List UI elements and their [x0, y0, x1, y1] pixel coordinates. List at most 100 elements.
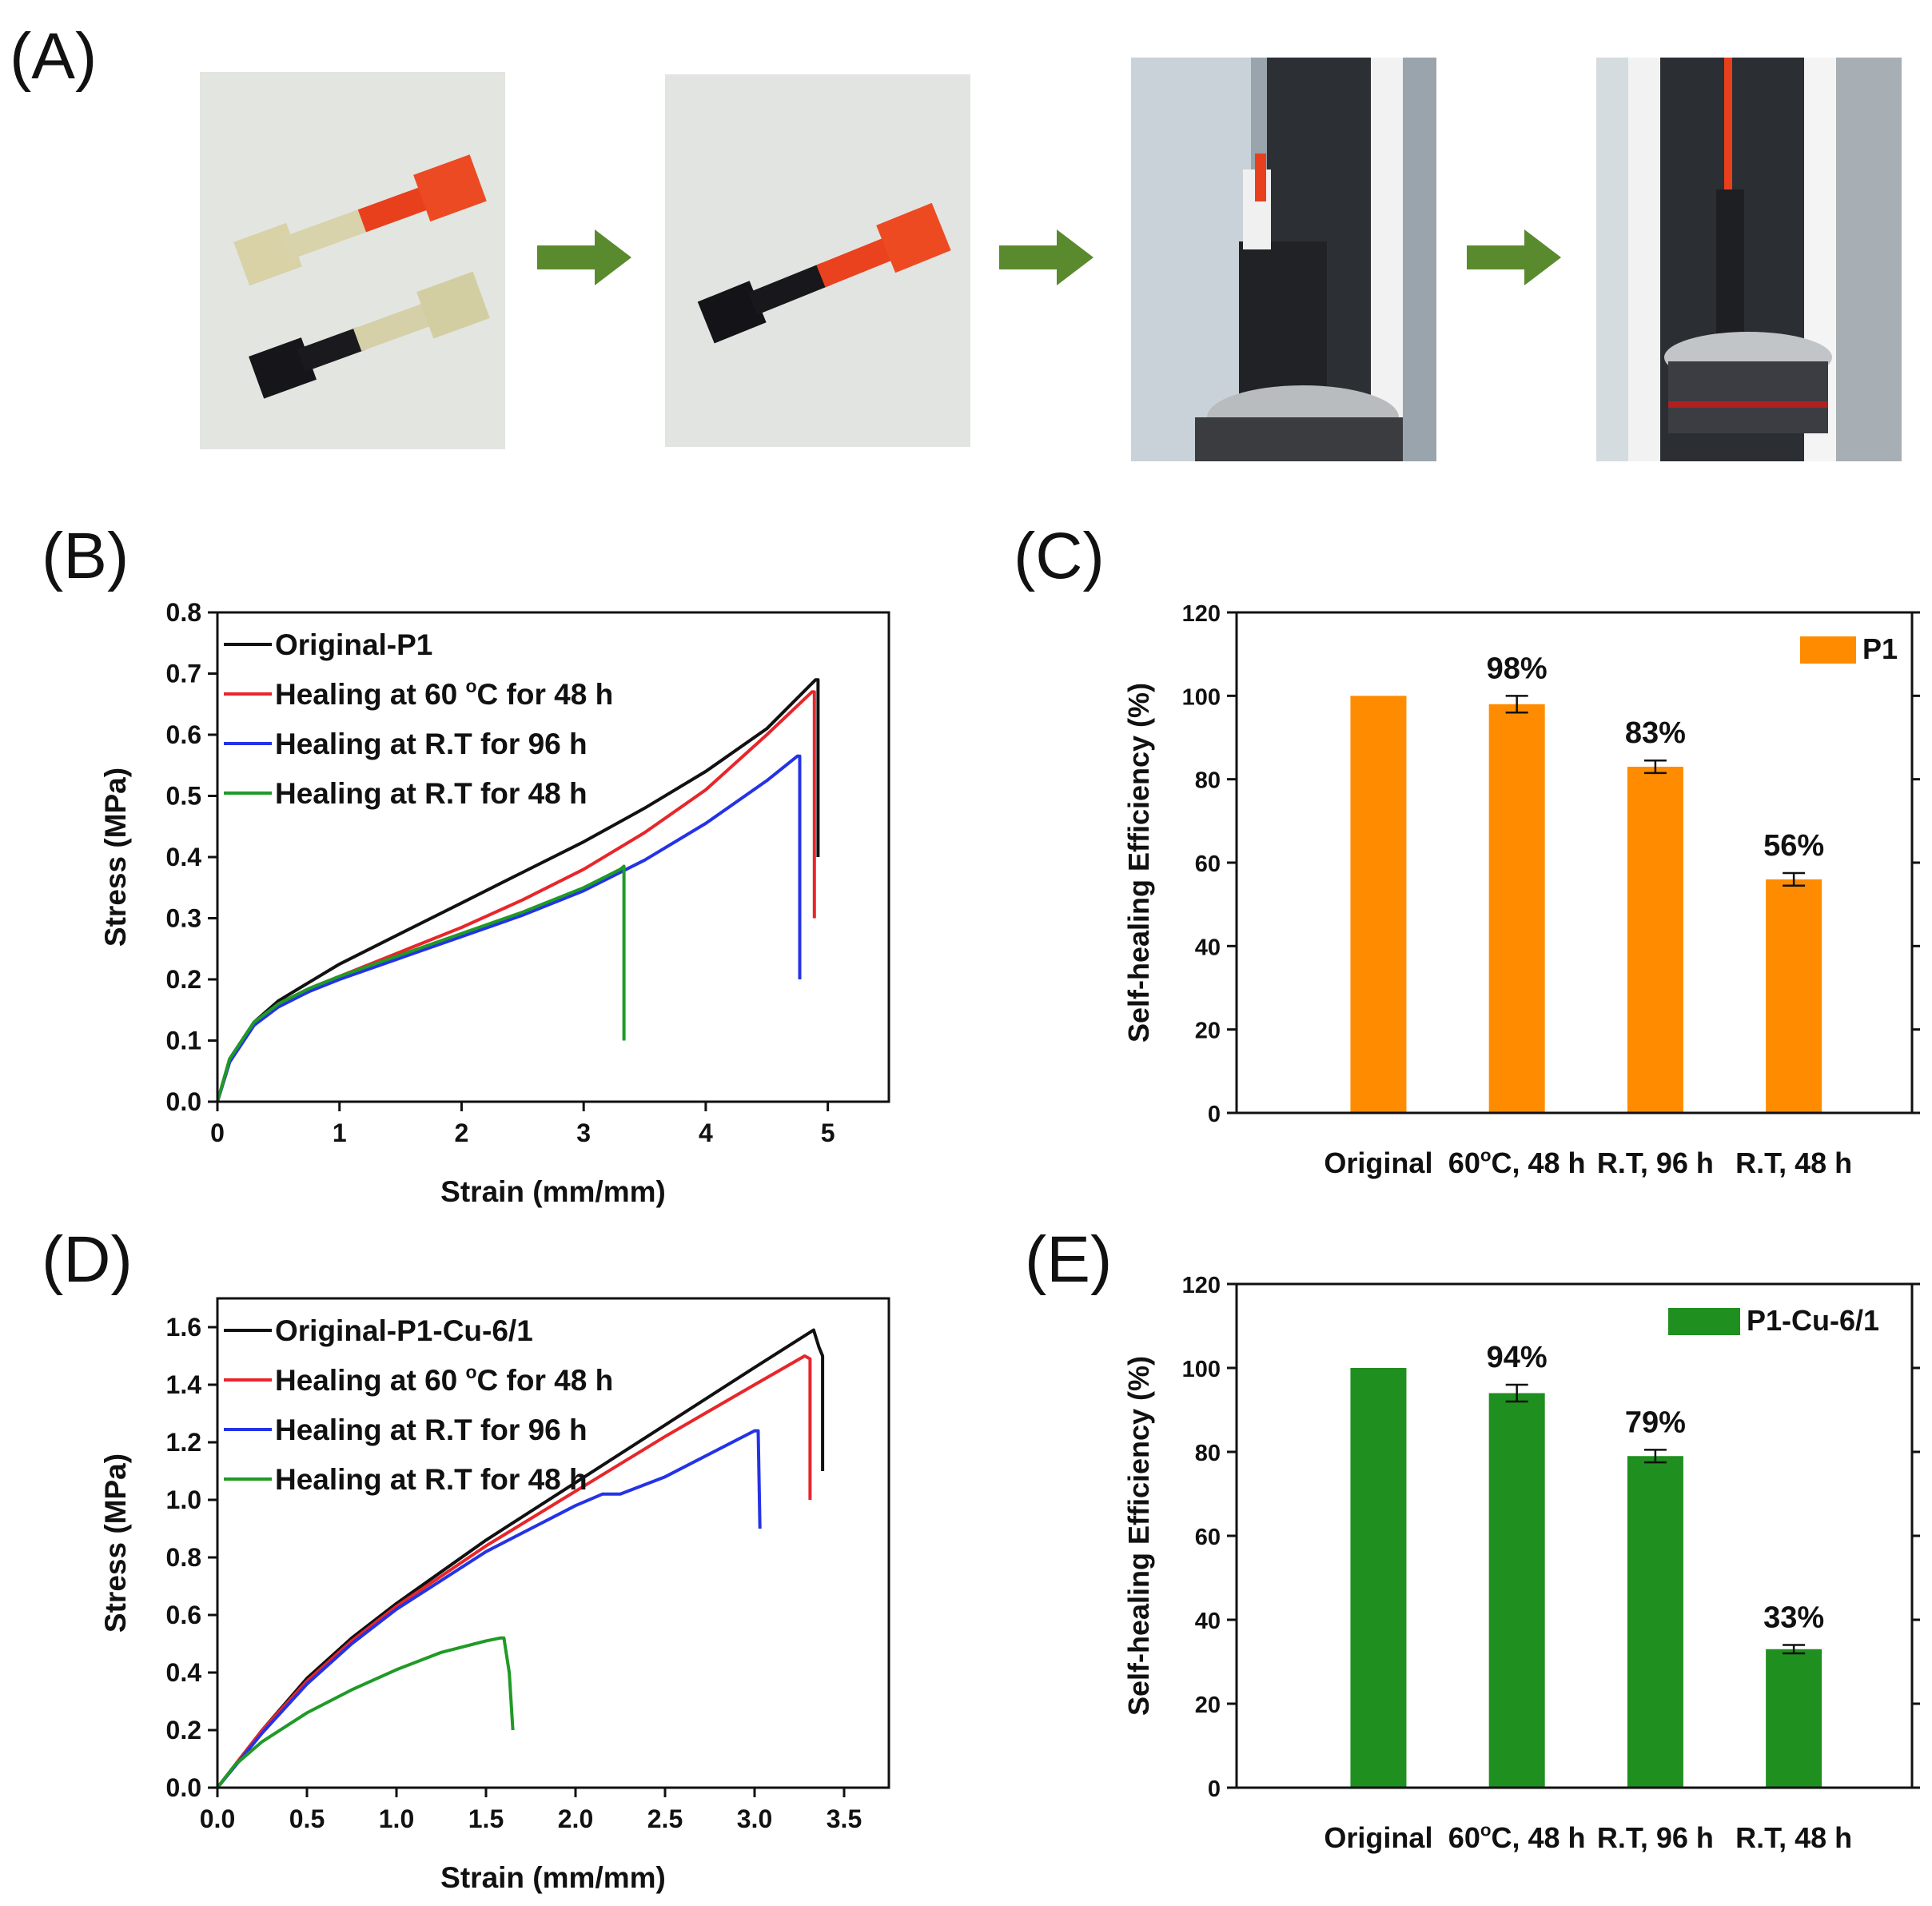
y-tick-label: 1.4 — [166, 1370, 202, 1399]
efficiency-bar-chart-p1: Original 98% 60oC, 48 h 83% R.T, 96 h 56% R.T,… — [1122, 601, 1920, 1179]
x-tick-label: 0 — [210, 1118, 225, 1147]
legend-swatch — [1668, 1308, 1740, 1335]
arrow-icon — [999, 229, 1093, 285]
arrow-icon — [1467, 229, 1561, 285]
legend-label: P1 — [1862, 632, 1898, 665]
bar-2 — [1627, 767, 1683, 1113]
legend-label-2: Healing at R.T for 96 h — [275, 1414, 588, 1446]
series-line-3 — [216, 1636, 515, 1789]
y-tick-label: 40 — [1195, 1609, 1221, 1634]
plot-frame — [216, 1297, 890, 1789]
x-tick-label: 0.0 — [200, 1804, 235, 1833]
y-tick-label: 0.7 — [166, 660, 201, 688]
legend-label: P1-Cu-6/1 — [1747, 1304, 1879, 1337]
x-tick-label: 3.0 — [737, 1804, 772, 1833]
legend-label-1: Healing at 60 oC for 48 h — [275, 676, 613, 711]
x-axis-label: Strain (mm/mm) — [440, 1175, 666, 1208]
x-tick-label: 3 — [576, 1118, 591, 1147]
y-tick-label: 60 — [1195, 851, 1221, 877]
photo-tensile-tester-stretched — [1596, 58, 1902, 461]
bar-1 — [1488, 1393, 1545, 1788]
legend-label-0: Original-P1-Cu-6/1 — [275, 1314, 533, 1347]
photo-tensile-tester-mounted — [1131, 58, 1436, 461]
x-tick-label: 3.5 — [827, 1804, 862, 1833]
y-tick-label: 120 — [1182, 601, 1221, 627]
y-tick-label: 0.2 — [166, 965, 201, 994]
x-tick-label: 1.0 — [379, 1804, 414, 1833]
y-tick-label: 0 — [1208, 1776, 1221, 1802]
y-tick-label: 0.3 — [166, 904, 201, 933]
y-tick-label: 80 — [1195, 1441, 1221, 1466]
y-tick-label: 1.6 — [166, 1313, 201, 1342]
y-tick-label: 60 — [1195, 1525, 1221, 1550]
y-tick-label: 0.8 — [166, 598, 201, 627]
legend-label-0: Original-P1 — [275, 628, 432, 661]
y-axis-label: Stress (MPa) — [99, 768, 132, 947]
bar-2 — [1627, 1456, 1683, 1788]
series-line-3 — [216, 864, 626, 1103]
category-label-1: 60oC, 48 h — [1448, 1820, 1586, 1854]
x-tick-label: 5 — [821, 1118, 835, 1147]
x-tick-label: 2.5 — [647, 1804, 683, 1833]
y-tick-label: 1.2 — [166, 1428, 201, 1457]
photo-spliced-specimen — [665, 74, 970, 447]
series-line-2 — [216, 1429, 762, 1789]
data-label-3: 33% — [1763, 1601, 1824, 1635]
photo-two-specimens-cut — [200, 72, 505, 449]
y-tick-label: 0.0 — [166, 1087, 201, 1116]
data-label-2: 83% — [1625, 716, 1686, 750]
y-axis-label: Self-healing Efficiency (%) — [1122, 683, 1155, 1043]
y-tick-label: 0.2 — [166, 1716, 201, 1745]
category-label-0: Original — [1324, 1146, 1432, 1179]
data-label-1: 98% — [1487, 652, 1548, 685]
y-tick-label: 0.5 — [166, 782, 201, 811]
series-line-2 — [216, 754, 802, 1103]
data-label-1: 94% — [1487, 1341, 1548, 1374]
x-tick-label: 2.0 — [558, 1804, 593, 1833]
panel-label-a: (A) — [10, 20, 98, 93]
x-tick-label: 1.5 — [468, 1804, 504, 1833]
arrow-icon — [537, 229, 631, 285]
bar-3 — [1766, 1649, 1822, 1788]
y-tick-label: 1.0 — [166, 1485, 201, 1514]
series-line-1 — [216, 1354, 812, 1789]
y-axis-label: Stress (MPa) — [99, 1453, 132, 1633]
x-tick-label: 4 — [699, 1118, 713, 1147]
x-axis-label: Strain (mm/mm) — [440, 1861, 666, 1894]
data-label-2: 79% — [1625, 1406, 1686, 1439]
y-tick-label: 20 — [1195, 1019, 1221, 1044]
legend-label-1: Healing at 60 oC for 48 h — [275, 1362, 613, 1397]
series-line-0 — [216, 1328, 825, 1789]
y-tick-label: 20 — [1195, 1693, 1221, 1718]
y-tick-label: 0.8 — [166, 1543, 201, 1572]
bar-1 — [1488, 704, 1545, 1113]
stress-strain-chart-p1-cu: 0.0 0.5 1.0 1.5 2.0 2.5 3.0 3.5 0.0 0.2 0.4 0.6 0.8 1… — [99, 1297, 890, 1894]
category-label-1: 60oC, 48 h — [1448, 1146, 1586, 1179]
y-tick-label: 120 — [1182, 1273, 1221, 1298]
category-label-3: R.T, 48 h — [1735, 1146, 1852, 1179]
y-tick-label: 0.4 — [166, 843, 202, 871]
x-tick-label: 0.5 — [289, 1804, 325, 1833]
y-tick-label: 0.1 — [166, 1027, 201, 1055]
y-axis-label: Self-healing Efficiency (%) — [1122, 1356, 1155, 1716]
legend-label-3: Healing at R.T for 48 h — [275, 777, 588, 810]
y-tick-label: 40 — [1195, 935, 1221, 960]
panel-label-e: (E) — [1025, 1223, 1113, 1296]
bar-0 — [1350, 1368, 1407, 1788]
y-tick-label: 0.6 — [166, 1601, 201, 1629]
legend-label-2: Healing at R.T for 96 h — [275, 728, 588, 760]
category-label-2: R.T, 96 h — [1597, 1821, 1714, 1854]
panel-label-b: (B) — [42, 520, 129, 592]
y-tick-label: 0 — [1208, 1102, 1221, 1127]
panel-label-d: (D) — [42, 1223, 133, 1296]
y-tick-label: 0.0 — [166, 1773, 201, 1802]
y-tick-label: 100 — [1182, 1357, 1221, 1382]
x-tick-label: 1 — [333, 1118, 347, 1147]
y-tick-label: 0.6 — [166, 720, 201, 749]
category-label-0: Original — [1324, 1821, 1432, 1854]
bar-3 — [1766, 879, 1822, 1113]
y-tick-label: 100 — [1182, 684, 1221, 710]
bar-0 — [1350, 696, 1407, 1113]
y-tick-label: 0.4 — [166, 1658, 202, 1687]
efficiency-bar-chart-p1-cu: Original 94% 60oC, 48 h 79% R.T, 96 h 33% R.T,… — [1122, 1273, 1920, 1854]
